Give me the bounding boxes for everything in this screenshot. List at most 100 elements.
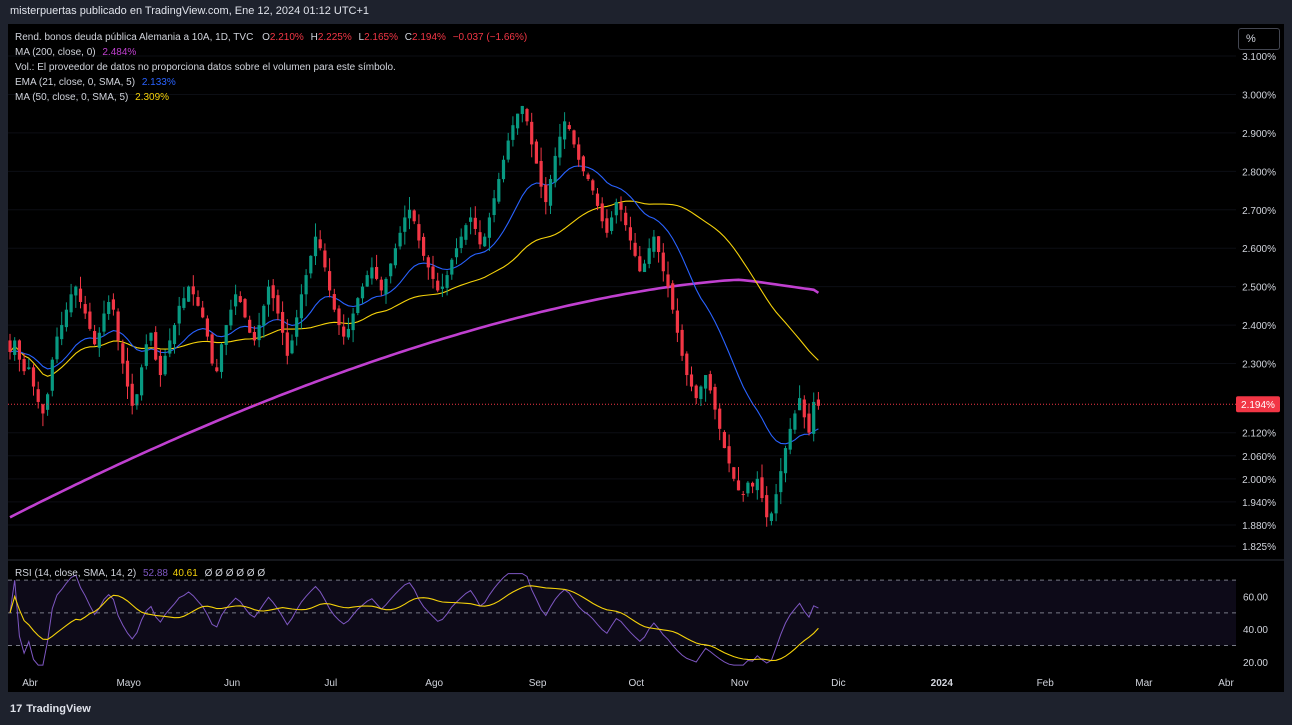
candle-body: [370, 267, 374, 279]
rsi-ma-path: [9, 585, 819, 662]
time-tick-label: Feb: [1037, 678, 1055, 689]
candle-body: [140, 367, 144, 396]
candle-body: [187, 286, 191, 302]
rsi-label: RSI (14, close, SMA, 14, 2): [15, 568, 137, 579]
ma50-value: 2.309%: [135, 92, 170, 103]
candle-body: [422, 236, 426, 256]
candle-body: [563, 121, 567, 140]
candle-body: [610, 217, 614, 231]
candle-body: [445, 275, 449, 288]
candle-body: [64, 309, 68, 328]
high-label: H: [310, 32, 318, 43]
candle-body: [708, 374, 712, 391]
tradingview-logo-icon: 17: [10, 703, 23, 715]
price-tick-label: 3.100%: [1242, 52, 1276, 63]
candle-body: [393, 248, 397, 266]
candle-body: [732, 467, 736, 479]
candle-body: [713, 386, 717, 410]
candle-body: [309, 255, 313, 274]
candle-body: [642, 263, 647, 273]
candle-body: [816, 399, 820, 406]
candle-body: [727, 446, 731, 464]
candle-body: [168, 340, 172, 354]
candle-body: [154, 332, 158, 360]
candle-body: [595, 193, 600, 206]
open-label: O: [262, 32, 270, 43]
ma200-row[interactable]: MA (200, close, 0) 2.484%: [15, 45, 527, 60]
price-tick-label: 2.000%: [1242, 475, 1276, 486]
price-grid: [8, 55, 1236, 547]
candle-body: [657, 236, 661, 253]
candle-body: [412, 210, 416, 222]
candle-body: [769, 513, 773, 521]
candle-body: [299, 294, 303, 319]
low-label: L: [358, 32, 365, 43]
candle-body: [765, 495, 769, 518]
price-tick-label: 1.880%: [1242, 521, 1276, 532]
candle-body: [102, 313, 106, 332]
ma50-row[interactable]: MA (50, close, 0, SMA, 5) 2.309%: [15, 90, 527, 105]
candle-body: [219, 344, 224, 372]
candle-body: [741, 494, 745, 496]
symbol-row[interactable]: Rend. bonos deuda pública Alemania a 10A…: [15, 30, 527, 45]
candle-body: [172, 325, 177, 345]
candle-body: [483, 236, 487, 247]
tradingview-brand[interactable]: 17 TradingView: [10, 703, 91, 715]
candle-body: [624, 212, 628, 226]
candle-body: [812, 401, 816, 434]
rsi-ma-value: 40.61: [172, 568, 198, 579]
candle-body: [407, 209, 412, 219]
price-axis: 3.100% 3.000% 2.900% 2.800% 2.700% 2.600% 2.50…: [1242, 52, 1276, 553]
candle-body: [17, 340, 21, 360]
candle-body: [266, 286, 271, 305]
brand-name: TradingView: [26, 703, 91, 715]
rsi-legend[interactable]: RSI (14, close, SMA, 14, 2) 52.88 40.61 …: [15, 568, 265, 579]
candle-body: [55, 336, 59, 360]
candle-body: [807, 413, 811, 433]
candle-body: [337, 308, 341, 326]
candle-body: [135, 394, 139, 406]
candle-body: [751, 482, 755, 487]
candle-body: [313, 236, 318, 257]
candle-body: [328, 271, 332, 291]
price-tick-label: 2.400%: [1242, 321, 1276, 332]
candle-body: [163, 355, 167, 375]
close-value: 2.194%: [412, 32, 446, 43]
percent-scale-button[interactable]: %: [1238, 28, 1280, 50]
candle-body: [22, 358, 26, 372]
candle-body: [375, 266, 379, 279]
candles: [8, 105, 820, 527]
candle-body: [572, 130, 576, 145]
candle-body: [779, 471, 783, 493]
candle-body: [149, 332, 153, 341]
candle-body: [403, 217, 407, 232]
candle-body: [389, 263, 393, 277]
ma200-value: 2.484%: [102, 47, 137, 58]
candle-body: [525, 109, 529, 122]
candle-body: [628, 227, 632, 241]
time-tick-label: Ago: [425, 678, 443, 689]
rsi-value: 52.88: [142, 568, 168, 579]
ma50-label: MA (50, close, 0, SMA, 5): [15, 92, 129, 103]
candle-body: [586, 174, 590, 179]
candle-body: [243, 299, 247, 318]
candle-body: [680, 329, 684, 356]
candle-body: [248, 319, 252, 333]
volume-row[interactable]: Vol.: El proveedor de datos no proporcio…: [15, 60, 527, 75]
candle-body: [318, 239, 322, 249]
candle-body: [454, 248, 459, 258]
candle-body: [600, 203, 604, 222]
candle-body: [501, 159, 506, 180]
candle-body: [281, 311, 285, 333]
candle-body: [577, 144, 581, 160]
ema21-label: EMA (21, close, 0, SMA, 5): [15, 77, 136, 88]
open-value: 2.210%: [269, 32, 304, 43]
candle-body: [671, 283, 675, 310]
candle-body: [346, 328, 350, 338]
candle-body: [78, 288, 83, 302]
candle-body: [755, 478, 759, 491]
ema21-row[interactable]: EMA (21, close, 0, SMA, 5) 2.133%: [15, 75, 527, 90]
rsi-extra-values: Ø Ø Ø Ø Ø Ø: [204, 568, 266, 579]
price-tick-label: 2.300%: [1242, 360, 1276, 371]
